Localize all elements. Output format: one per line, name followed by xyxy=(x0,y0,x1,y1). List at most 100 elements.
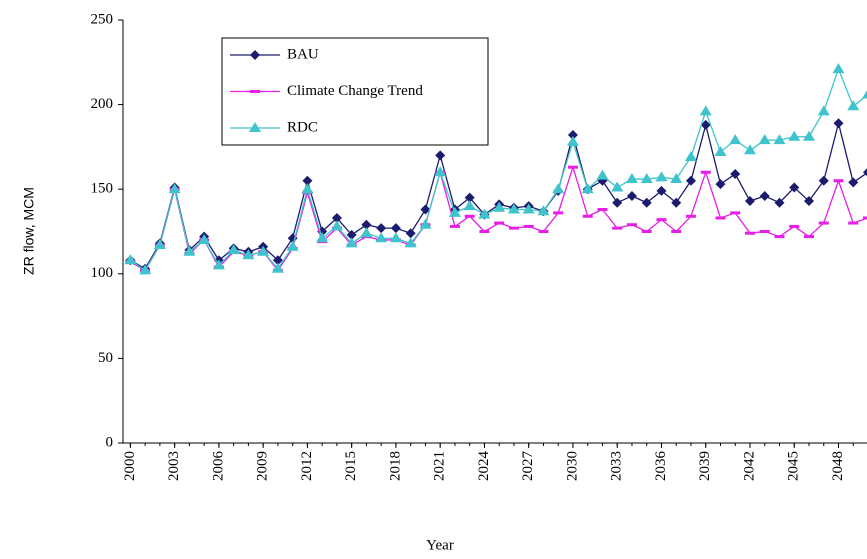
marker xyxy=(611,181,624,192)
marker xyxy=(656,218,667,222)
x-tick-label: 2036 xyxy=(653,451,669,482)
legend-label: RDC xyxy=(287,119,318,135)
marker xyxy=(567,165,578,169)
x-tick-label: 2009 xyxy=(255,451,271,481)
marker xyxy=(301,183,314,194)
marker xyxy=(700,170,711,174)
marker xyxy=(625,173,638,184)
marker xyxy=(494,221,505,225)
marker xyxy=(626,223,637,227)
x-tick-label: 2048 xyxy=(830,451,846,481)
marker xyxy=(257,245,270,256)
marker xyxy=(198,233,211,244)
marker xyxy=(730,211,741,215)
marker xyxy=(641,197,652,208)
marker xyxy=(596,169,609,180)
y-tick-label: 200 xyxy=(91,96,114,112)
marker xyxy=(479,230,490,233)
marker xyxy=(655,171,668,182)
marker xyxy=(848,221,859,225)
legend-label: BAU xyxy=(287,46,319,62)
marker xyxy=(508,226,519,230)
marker xyxy=(212,259,225,270)
series-line xyxy=(130,165,867,272)
marker xyxy=(552,183,565,194)
marker xyxy=(581,183,594,194)
y-tick-label: 100 xyxy=(91,265,114,281)
marker xyxy=(774,197,785,208)
marker xyxy=(670,173,683,184)
marker xyxy=(567,130,578,141)
marker xyxy=(376,223,387,234)
marker xyxy=(743,144,756,155)
marker xyxy=(671,197,682,208)
marker xyxy=(346,229,357,240)
marker xyxy=(656,185,667,196)
marker xyxy=(626,190,637,201)
marker xyxy=(802,130,815,141)
legend-label: Climate Change Trend xyxy=(287,83,423,99)
marker xyxy=(773,134,786,145)
marker xyxy=(286,240,299,251)
marker xyxy=(684,151,697,162)
marker xyxy=(404,237,417,248)
marker xyxy=(818,221,829,225)
marker xyxy=(139,264,152,275)
marker xyxy=(788,130,801,141)
marker xyxy=(789,224,800,228)
marker xyxy=(685,175,696,186)
marker xyxy=(330,220,343,231)
marker xyxy=(597,208,608,212)
marker xyxy=(227,244,240,255)
marker xyxy=(863,168,867,177)
marker xyxy=(832,63,845,74)
marker xyxy=(699,105,712,116)
marker xyxy=(848,177,859,188)
marker xyxy=(847,100,860,111)
marker xyxy=(803,235,814,239)
marker xyxy=(507,203,520,214)
marker xyxy=(759,190,770,201)
marker xyxy=(168,183,181,194)
marker xyxy=(759,230,770,233)
y-axis-label: ZR flow, MCM xyxy=(21,187,37,275)
marker xyxy=(685,214,696,218)
x-tick-label: 2021 xyxy=(432,451,448,481)
marker xyxy=(715,179,726,190)
marker xyxy=(818,175,829,186)
marker xyxy=(242,249,255,260)
x-tick-label: 2012 xyxy=(299,451,315,481)
marker xyxy=(641,230,652,233)
marker xyxy=(744,231,755,235)
x-tick-label: 2033 xyxy=(609,451,625,481)
marker xyxy=(862,90,867,99)
x-tick-label: 2027 xyxy=(520,451,536,482)
x-tick-label: 2015 xyxy=(343,451,359,481)
marker xyxy=(375,232,388,243)
y-tick-label: 150 xyxy=(91,181,114,197)
marker xyxy=(316,232,329,243)
legend-marker xyxy=(249,122,261,132)
x-tick-label: 2030 xyxy=(564,451,580,481)
marker xyxy=(730,168,741,179)
marker xyxy=(863,216,867,220)
marker xyxy=(582,214,593,218)
marker xyxy=(523,224,534,228)
marker xyxy=(493,201,506,212)
marker xyxy=(405,228,416,239)
marker xyxy=(715,216,726,220)
x-tick-label: 2045 xyxy=(786,451,802,481)
marker xyxy=(435,150,446,161)
marker xyxy=(420,204,431,215)
marker xyxy=(833,179,844,183)
marker xyxy=(640,173,653,184)
x-axis-label: Year xyxy=(426,537,454,553)
marker xyxy=(464,192,475,203)
marker xyxy=(153,239,166,250)
legend-marker xyxy=(250,50,260,60)
marker xyxy=(729,134,742,145)
marker xyxy=(271,262,284,273)
marker xyxy=(361,219,372,230)
marker xyxy=(434,166,447,177)
